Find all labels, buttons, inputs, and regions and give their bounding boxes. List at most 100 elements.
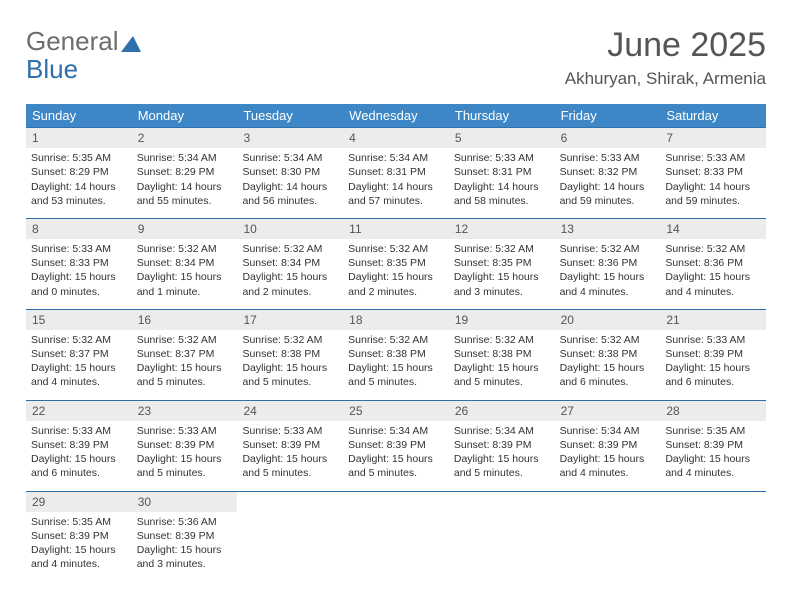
day-number: 8 (26, 219, 132, 239)
day-body: Sunrise: 5:35 AMSunset: 8:39 PMDaylight:… (660, 421, 766, 491)
sunrise-text: Sunrise: 5:34 AM (242, 151, 338, 165)
day-body: Sunrise: 5:33 AMSunset: 8:39 PMDaylight:… (237, 421, 343, 491)
sunrise-text: Sunrise: 5:32 AM (454, 242, 550, 256)
day-body: Sunrise: 5:32 AMSunset: 8:34 PMDaylight:… (132, 239, 238, 309)
day-body: Sunrise: 5:33 AMSunset: 8:39 PMDaylight:… (26, 421, 132, 491)
brand-part2: Blue (26, 54, 78, 84)
day-cell: 25Sunrise: 5:34 AMSunset: 8:39 PMDayligh… (343, 401, 449, 491)
sunset-text: Sunset: 8:39 PM (137, 438, 233, 452)
day-number: 17 (237, 310, 343, 330)
sunset-text: Sunset: 8:36 PM (665, 256, 761, 270)
daylight-text: Daylight: 15 hours and 4 minutes. (560, 452, 656, 480)
daylight-text: Daylight: 15 hours and 4 minutes. (560, 270, 656, 298)
sunrise-text: Sunrise: 5:33 AM (560, 151, 656, 165)
day-number: 22 (26, 401, 132, 421)
day-body: Sunrise: 5:32 AMSunset: 8:37 PMDaylight:… (132, 330, 238, 400)
sunset-text: Sunset: 8:39 PM (31, 438, 127, 452)
daylight-text: Daylight: 15 hours and 5 minutes. (454, 361, 550, 389)
sunrise-text: Sunrise: 5:35 AM (31, 515, 127, 529)
empty-cell (555, 492, 661, 582)
week-row: 1Sunrise: 5:35 AMSunset: 8:29 PMDaylight… (26, 127, 766, 218)
sunrise-text: Sunrise: 5:35 AM (31, 151, 127, 165)
day-cell: 2Sunrise: 5:34 AMSunset: 8:29 PMDaylight… (132, 128, 238, 218)
sunset-text: Sunset: 8:32 PM (560, 165, 656, 179)
day-number: 10 (237, 219, 343, 239)
sunrise-text: Sunrise: 5:33 AM (665, 151, 761, 165)
day-body: Sunrise: 5:33 AMSunset: 8:32 PMDaylight:… (555, 148, 661, 218)
day-body: Sunrise: 5:34 AMSunset: 8:39 PMDaylight:… (449, 421, 555, 491)
daylight-text: Daylight: 14 hours and 56 minutes. (242, 180, 338, 208)
day-number: 14 (660, 219, 766, 239)
day-cell: 8Sunrise: 5:33 AMSunset: 8:33 PMDaylight… (26, 219, 132, 309)
header-saturday: Saturday (660, 104, 766, 127)
sunrise-text: Sunrise: 5:33 AM (31, 242, 127, 256)
sunset-text: Sunset: 8:39 PM (137, 529, 233, 543)
day-body: Sunrise: 5:32 AMSunset: 8:38 PMDaylight:… (449, 330, 555, 400)
day-number: 9 (132, 219, 238, 239)
day-cell: 9Sunrise: 5:32 AMSunset: 8:34 PMDaylight… (132, 219, 238, 309)
day-cell: 14Sunrise: 5:32 AMSunset: 8:36 PMDayligh… (660, 219, 766, 309)
sunset-text: Sunset: 8:39 PM (348, 438, 444, 452)
sunset-text: Sunset: 8:37 PM (31, 347, 127, 361)
daylight-text: Daylight: 15 hours and 2 minutes. (348, 270, 444, 298)
sunset-text: Sunset: 8:34 PM (137, 256, 233, 270)
daylight-text: Daylight: 15 hours and 5 minutes. (137, 361, 233, 389)
sunset-text: Sunset: 8:29 PM (31, 165, 127, 179)
sunset-text: Sunset: 8:33 PM (665, 165, 761, 179)
weeks-container: 1Sunrise: 5:35 AMSunset: 8:29 PMDaylight… (26, 127, 766, 581)
sunrise-text: Sunrise: 5:35 AM (665, 424, 761, 438)
day-number: 28 (660, 401, 766, 421)
sunset-text: Sunset: 8:35 PM (454, 256, 550, 270)
day-cell: 28Sunrise: 5:35 AMSunset: 8:39 PMDayligh… (660, 401, 766, 491)
daylight-text: Daylight: 15 hours and 3 minutes. (137, 543, 233, 571)
daylight-text: Daylight: 14 hours and 53 minutes. (31, 180, 127, 208)
week-row: 22Sunrise: 5:33 AMSunset: 8:39 PMDayligh… (26, 400, 766, 491)
daylight-text: Daylight: 14 hours and 59 minutes. (560, 180, 656, 208)
sunrise-text: Sunrise: 5:34 AM (560, 424, 656, 438)
sunrise-text: Sunrise: 5:32 AM (242, 333, 338, 347)
header-tuesday: Tuesday (237, 104, 343, 127)
brand-logo: General Blue (26, 28, 141, 82)
day-number: 11 (343, 219, 449, 239)
day-body: Sunrise: 5:33 AMSunset: 8:31 PMDaylight:… (449, 148, 555, 218)
sunset-text: Sunset: 8:39 PM (454, 438, 550, 452)
daylight-text: Daylight: 15 hours and 5 minutes. (348, 361, 444, 389)
sunset-text: Sunset: 8:39 PM (665, 438, 761, 452)
daylight-text: Daylight: 15 hours and 5 minutes. (348, 452, 444, 480)
day-cell: 20Sunrise: 5:32 AMSunset: 8:38 PMDayligh… (555, 310, 661, 400)
day-number: 30 (132, 492, 238, 512)
brand-part1: General (26, 26, 119, 56)
brand-triangle-icon (121, 30, 141, 56)
day-cell: 5Sunrise: 5:33 AMSunset: 8:31 PMDaylight… (449, 128, 555, 218)
day-body: Sunrise: 5:34 AMSunset: 8:29 PMDaylight:… (132, 148, 238, 218)
week-row: 15Sunrise: 5:32 AMSunset: 8:37 PMDayligh… (26, 309, 766, 400)
sunrise-text: Sunrise: 5:33 AM (242, 424, 338, 438)
day-number: 26 (449, 401, 555, 421)
sunset-text: Sunset: 8:38 PM (348, 347, 444, 361)
daylight-text: Daylight: 14 hours and 58 minutes. (454, 180, 550, 208)
day-cell: 17Sunrise: 5:32 AMSunset: 8:38 PMDayligh… (237, 310, 343, 400)
day-cell: 19Sunrise: 5:32 AMSunset: 8:38 PMDayligh… (449, 310, 555, 400)
sunset-text: Sunset: 8:36 PM (560, 256, 656, 270)
sunset-text: Sunset: 8:31 PM (348, 165, 444, 179)
sunrise-text: Sunrise: 5:36 AM (137, 515, 233, 529)
daylight-text: Daylight: 15 hours and 5 minutes. (137, 452, 233, 480)
day-number: 27 (555, 401, 661, 421)
sunset-text: Sunset: 8:35 PM (348, 256, 444, 270)
day-number: 1 (26, 128, 132, 148)
daylight-text: Daylight: 15 hours and 2 minutes. (242, 270, 338, 298)
daylight-text: Daylight: 14 hours and 57 minutes. (348, 180, 444, 208)
sunrise-text: Sunrise: 5:32 AM (665, 242, 761, 256)
day-cell: 27Sunrise: 5:34 AMSunset: 8:39 PMDayligh… (555, 401, 661, 491)
day-number: 13 (555, 219, 661, 239)
day-cell: 3Sunrise: 5:34 AMSunset: 8:30 PMDaylight… (237, 128, 343, 218)
day-body: Sunrise: 5:36 AMSunset: 8:39 PMDaylight:… (132, 512, 238, 582)
day-number: 12 (449, 219, 555, 239)
daylight-text: Daylight: 15 hours and 6 minutes. (665, 361, 761, 389)
sunrise-text: Sunrise: 5:34 AM (348, 424, 444, 438)
day-cell: 30Sunrise: 5:36 AMSunset: 8:39 PMDayligh… (132, 492, 238, 582)
day-body: Sunrise: 5:34 AMSunset: 8:30 PMDaylight:… (237, 148, 343, 218)
calendar-header-row: Sunday Monday Tuesday Wednesday Thursday… (26, 104, 766, 127)
daylight-text: Daylight: 15 hours and 1 minute. (137, 270, 233, 298)
sunset-text: Sunset: 8:37 PM (137, 347, 233, 361)
